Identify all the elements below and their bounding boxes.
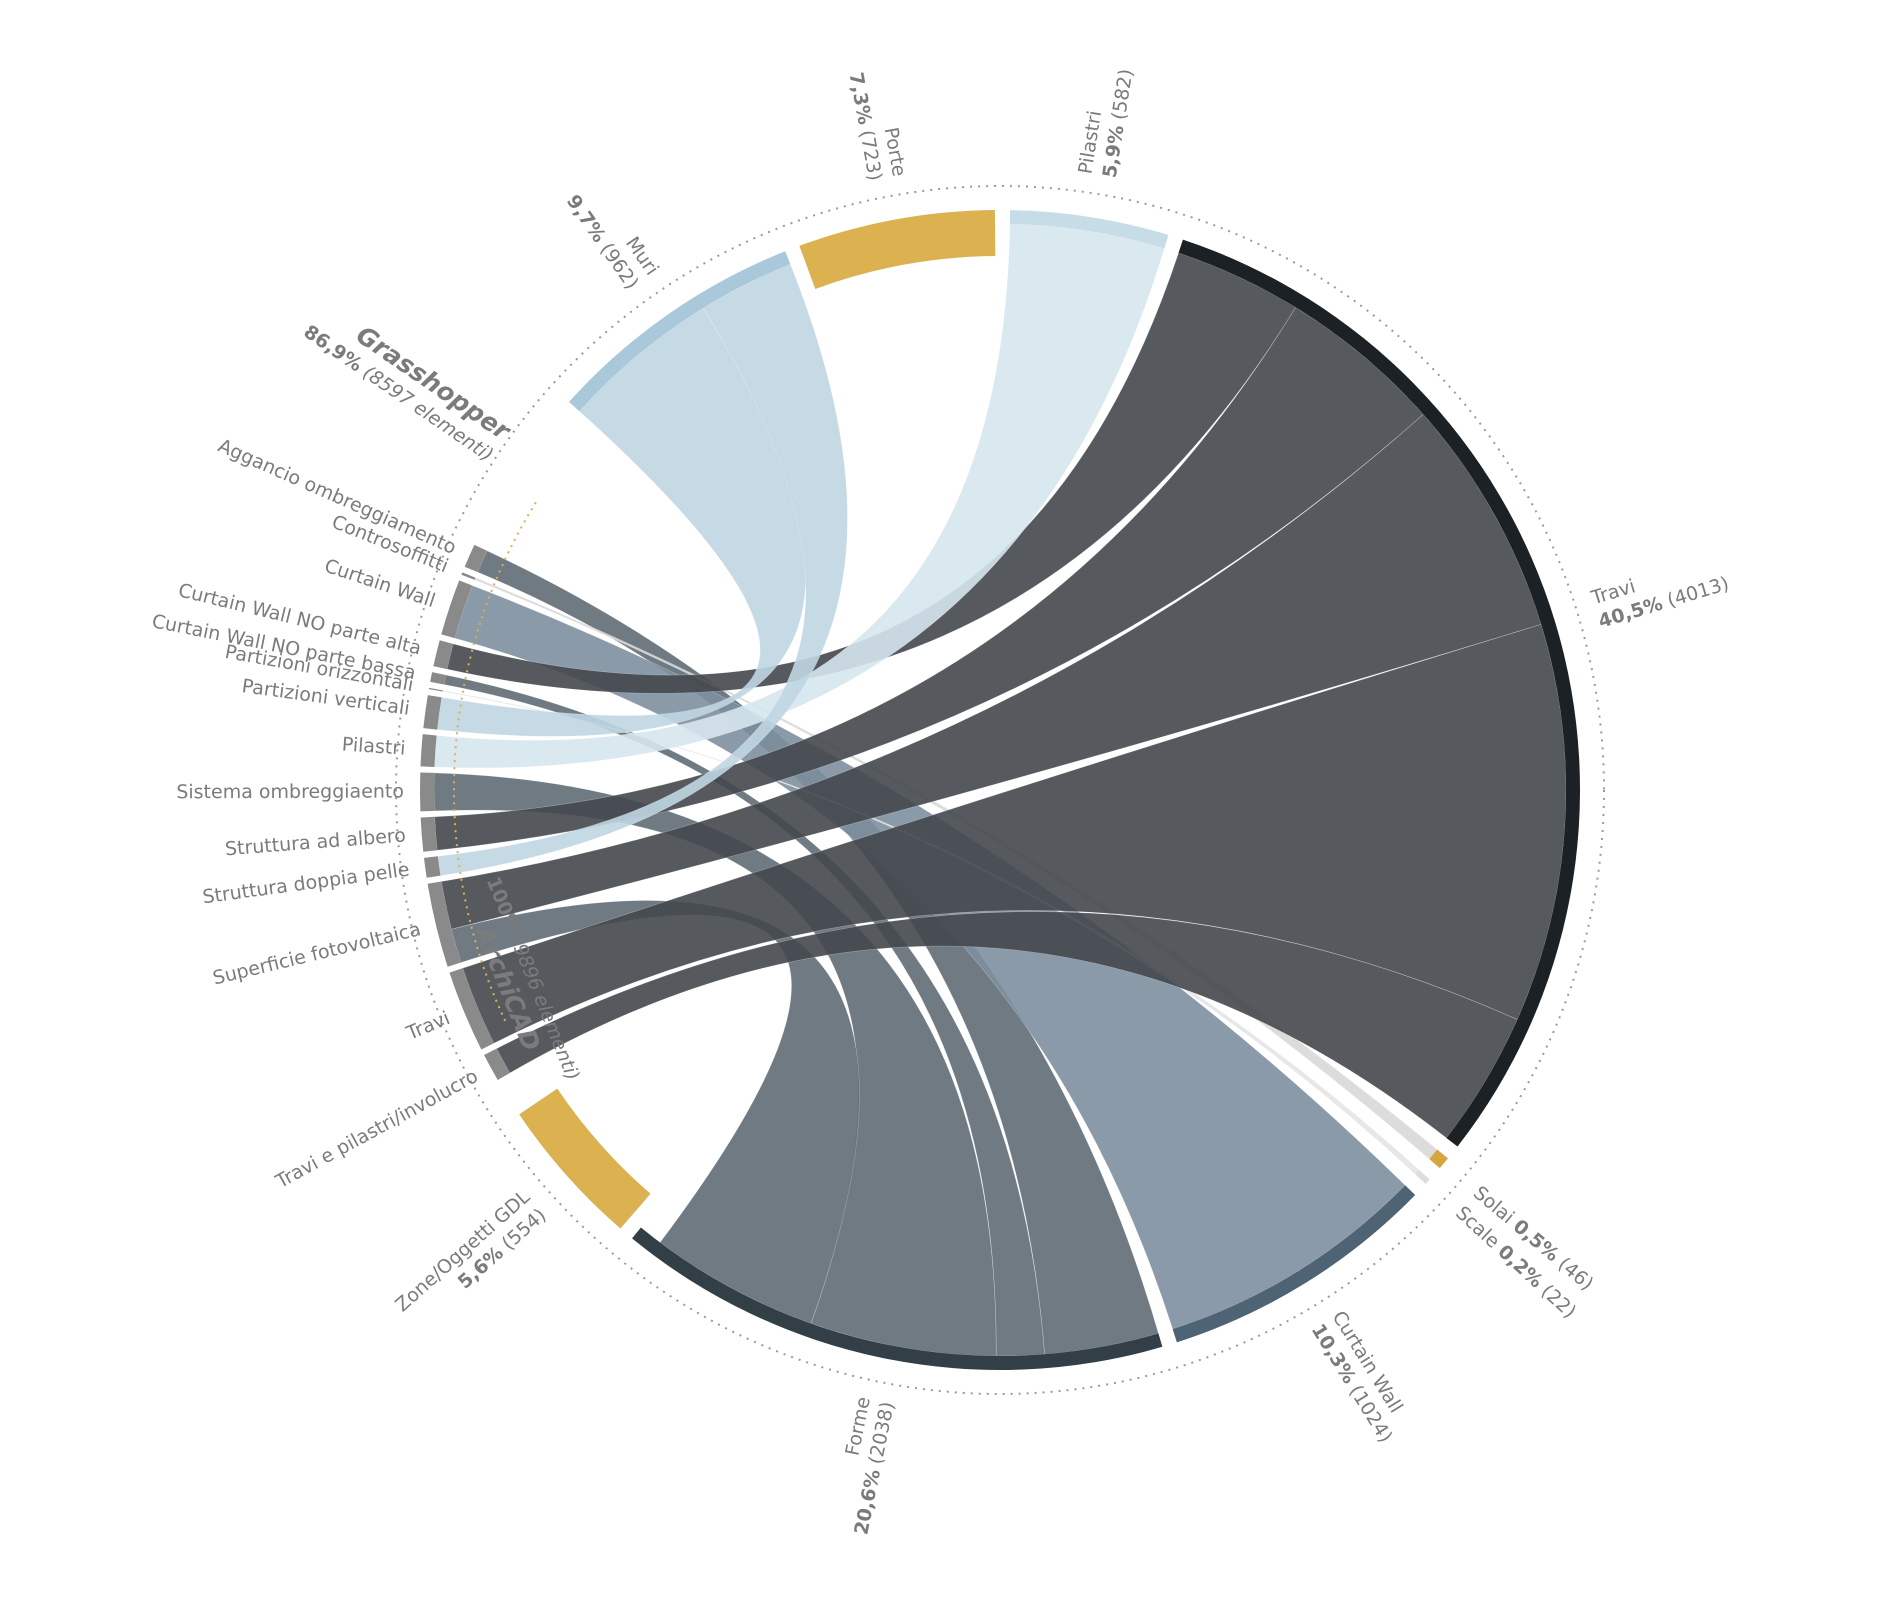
label-group: Travi e pilastri/involucro	[271, 1065, 481, 1193]
segment-value: 7,3%(723)	[845, 70, 886, 182]
segment-percent: 20,6%	[850, 1467, 885, 1536]
label-group: Sistema ombreggiaento	[176, 781, 404, 804]
outer-ring	[395, 185, 1605, 1395]
source-bar	[423, 695, 442, 730]
source-bar	[423, 856, 441, 878]
segment-arc	[568, 251, 791, 412]
source-label: Struttura doppia pelle	[201, 859, 411, 909]
chord	[441, 413, 1542, 930]
source-bar	[419, 772, 435, 812]
source-bar	[461, 572, 476, 580]
source-bar	[464, 544, 488, 573]
segment-percent: 7,3%	[845, 70, 876, 126]
grasshopper-arc	[453, 500, 538, 1022]
source-label: Travi	[402, 1007, 453, 1045]
source-bar	[420, 734, 437, 767]
segment-count: (4013)	[1665, 572, 1732, 611]
chord	[436, 307, 806, 737]
source-bar	[433, 640, 454, 670]
label-group: Pilastri	[341, 733, 406, 759]
segment-arc	[1009, 210, 1169, 249]
source-label: Travi e pilastri/involucro	[271, 1065, 481, 1193]
group-percent: 86,9%	[300, 320, 367, 375]
chords	[433, 223, 1567, 1357]
arcs	[395, 185, 1605, 1395]
source-label: Sistema ombreggiaento	[176, 781, 404, 804]
segment-percent: 9,7%	[562, 190, 610, 246]
source-label: Superficie fotovoltaica	[211, 918, 423, 989]
source-label: Aggancio ombreggiamento	[215, 435, 460, 559]
source-bar	[441, 580, 473, 639]
label-group: Superficie fotovoltaica	[211, 918, 423, 989]
segment-arc	[1415, 1170, 1430, 1184]
source-bar	[428, 687, 443, 692]
label-group: Struttura ad albero	[224, 824, 406, 860]
segment-arc	[632, 1227, 1163, 1370]
source-bar	[484, 1048, 510, 1080]
chord	[437, 263, 848, 876]
segment-arc	[799, 210, 996, 289]
source-label: Struttura ad albero	[224, 824, 406, 860]
segment-arc	[1429, 1149, 1448, 1169]
source-bar	[449, 968, 494, 1050]
source-bar	[430, 672, 446, 685]
source-bar	[420, 816, 438, 852]
segment-arc	[519, 1088, 651, 1229]
chord	[434, 223, 1165, 769]
label-group: Struttura doppia pelle	[201, 859, 411, 909]
chord	[434, 306, 1424, 851]
label-group: Travi	[402, 1007, 453, 1045]
label-group: Aggancio ombreggiamento	[215, 435, 460, 559]
source-bar	[427, 881, 461, 967]
segment-arc	[1178, 239, 1580, 1147]
source-label: Pilastri	[341, 733, 406, 759]
segment-arc	[1172, 1185, 1416, 1343]
segment-count: (582)	[1107, 67, 1137, 121]
